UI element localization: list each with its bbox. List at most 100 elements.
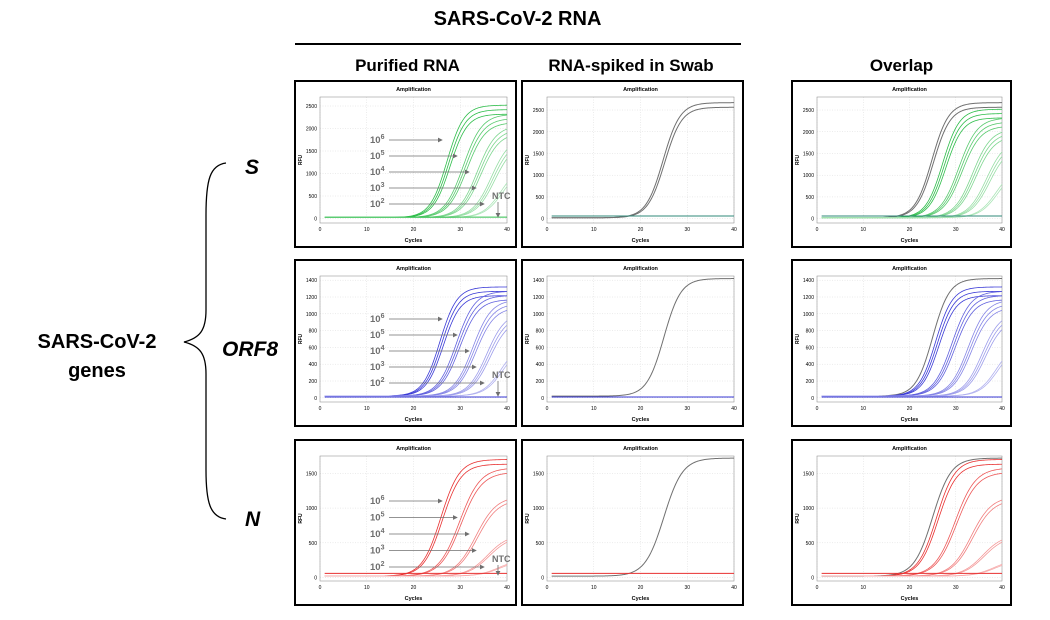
y-tick-label: 1500 <box>306 149 317 155</box>
x-tick-label: 20 <box>411 585 417 591</box>
x-axis-label: Cycles <box>632 238 650 244</box>
x-tick-label: 30 <box>457 585 463 591</box>
swab-curve <box>551 278 735 397</box>
y-tick-label: 1000 <box>533 173 544 179</box>
y-tick-label: 1200 <box>306 295 317 301</box>
y-tick-label: 2000 <box>533 130 544 136</box>
column-header-purified: Purified RNA <box>355 56 460 75</box>
y-tick-label: 200 <box>806 379 815 385</box>
x-tick-label: 20 <box>411 406 417 412</box>
y-tick-label: 0 <box>811 576 814 582</box>
panel-frame <box>791 80 1012 248</box>
x-axis-label: Cycles <box>632 596 650 602</box>
x-tick-label: 0 <box>319 227 322 233</box>
y-tick-label: 1000 <box>306 172 317 178</box>
x-tick-label: 20 <box>638 406 644 412</box>
y-tick-label: 1500 <box>533 151 544 157</box>
x-tick-label: 0 <box>546 227 549 233</box>
panel-frame <box>791 259 1012 427</box>
y-tick-label: 0 <box>541 576 544 582</box>
chart-title: Amplification <box>396 446 431 452</box>
genes-label-line1: SARS-CoV-2 <box>37 331 157 353</box>
chart-title: Amplification <box>623 87 658 93</box>
amplification-chart-svg: Amplification 0 200 400 600 800 1000 1200 1400 0 1… <box>294 259 517 427</box>
x-tick-label: 30 <box>684 585 690 591</box>
x-axis-label: Cycles <box>405 417 423 423</box>
chart-s-purified: Amplification 0 500 1000 1500 2000 2500 0 10 20 30… <box>294 80 517 248</box>
dilution-label: 102 <box>370 198 385 210</box>
panel-frame <box>521 439 744 606</box>
y-tick-label: 600 <box>806 345 815 351</box>
x-tick-label: 30 <box>457 227 463 233</box>
amplification-chart-svg: Amplification 0 500 1000 1500 0 10 20 30 40 Cycles… <box>294 439 517 606</box>
x-tick-label: 10 <box>364 227 370 233</box>
dilution-label: 102 <box>370 377 385 389</box>
y-tick-label: 1500 <box>306 471 317 477</box>
plot-area-border <box>816 275 1003 403</box>
x-tick-label: 0 <box>546 406 549 412</box>
plot-area-border <box>319 96 508 224</box>
dilution-curve <box>821 187 1003 219</box>
chart-s-swab: Amplification 0 500 1000 1500 2000 2500 0 10 20 30… <box>521 80 744 248</box>
y-tick-label: 200 <box>536 379 545 385</box>
x-tick-label: 20 <box>907 227 913 233</box>
chart-n-swab: Amplification 0 500 1000 1500 0 10 20 30 40 Cycles… <box>521 439 744 606</box>
column-header-swab: RNA-spiked in Swab <box>548 56 714 75</box>
row-label-s: S <box>245 156 260 179</box>
y-tick-label: 1400 <box>306 278 317 284</box>
panel-frame <box>521 80 744 248</box>
y-axis-label: RFU <box>525 513 531 524</box>
y-tick-label: 2000 <box>306 127 317 133</box>
x-tick-label: 40 <box>504 585 510 591</box>
plot-area-border <box>816 96 1003 224</box>
y-axis-label: RFU <box>525 154 531 165</box>
y-tick-label: 1000 <box>533 312 544 318</box>
x-tick-label: 0 <box>816 227 819 233</box>
chart-title: Amplification <box>623 446 658 452</box>
chart-s-overlap: Amplification 0 500 1000 1500 2000 2500 0 10 20 30… <box>791 80 1012 248</box>
y-tick-label: 400 <box>309 362 318 368</box>
y-tick-label: 500 <box>309 194 318 200</box>
x-tick-label: 10 <box>860 227 866 233</box>
x-tick-label: 40 <box>999 585 1005 591</box>
y-tick-label: 500 <box>806 541 815 547</box>
x-tick-label: 30 <box>457 406 463 412</box>
y-tick-label: 2000 <box>803 130 814 136</box>
x-tick-label: 0 <box>319 406 322 412</box>
dilution-curve <box>324 565 508 577</box>
dilution-label: 105 <box>370 150 385 162</box>
y-tick-label: 800 <box>536 329 545 335</box>
x-axis-label: Cycles <box>901 596 919 602</box>
chart-title: Amplification <box>892 87 927 93</box>
x-tick-label: 20 <box>638 585 644 591</box>
y-axis-label: RFU <box>298 333 304 344</box>
y-tick-label: 2500 <box>803 108 814 114</box>
y-tick-label: 0 <box>541 217 544 223</box>
y-tick-label: 600 <box>309 345 318 351</box>
y-tick-label: 0 <box>811 396 814 402</box>
y-tick-label: 2500 <box>533 108 544 114</box>
chart-n-overlap: Amplification 0 500 1000 1500 0 10 20 30 40 Cycles… <box>791 439 1012 606</box>
row-label-orf8: ORF8 <box>222 338 279 361</box>
dilution-curve <box>821 364 1003 397</box>
y-tick-label: 600 <box>536 345 545 351</box>
y-tick-label: 800 <box>806 329 815 335</box>
chart-title: Amplification <box>396 266 431 272</box>
x-tick-label: 10 <box>860 406 866 412</box>
chart-title: Amplification <box>396 87 431 93</box>
y-axis-label: RFU <box>298 513 304 524</box>
y-tick-label: 2500 <box>306 104 317 110</box>
y-tick-label: 1000 <box>803 173 814 179</box>
x-tick-label: 10 <box>860 585 866 591</box>
figure-title: SARS-CoV-2 RNA <box>433 8 602 30</box>
x-tick-label: 20 <box>907 406 913 412</box>
x-tick-label: 0 <box>546 585 549 591</box>
y-tick-label: 500 <box>536 195 545 201</box>
chart-orf8-swab: Amplification 0 200 400 600 800 1000 1200 1400 0 1… <box>521 259 744 427</box>
x-tick-label: 10 <box>364 585 370 591</box>
y-tick-label: 1200 <box>533 295 544 301</box>
dilution-label: 102 <box>370 561 385 573</box>
dilution-label: 103 <box>370 182 385 194</box>
amplification-chart-svg: Amplification 0 500 1000 1500 0 10 20 30 40 Cycles… <box>521 439 744 606</box>
chart-title: Amplification <box>892 266 927 272</box>
